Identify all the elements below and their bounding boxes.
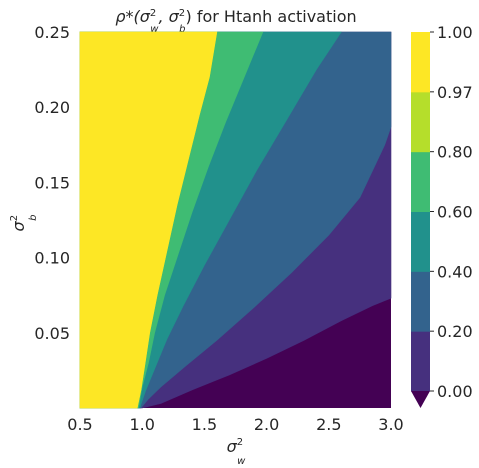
y-tick-label: 0.05 <box>34 324 70 343</box>
x-tick-label: 2.5 <box>316 415 341 434</box>
colorbar-tick-label: 0.00 <box>437 382 473 401</box>
title-part: b <box>179 24 185 35</box>
y-axis-label-part: 2 <box>9 215 20 221</box>
x-axis-label-part: w <box>237 456 246 467</box>
colorbar-segment <box>411 91 430 153</box>
y-axis-label-part: b <box>28 215 39 221</box>
y-axis-ticks: 0.05 0.10 0.15 0.20 0.25 <box>34 23 70 343</box>
title-part: , σ <box>158 7 179 26</box>
title-part: 2 <box>150 8 156 19</box>
y-tick-label: 0.10 <box>34 249 70 268</box>
colorbar-segment <box>411 151 430 212</box>
plot-area <box>79 31 392 409</box>
x-tick-label: 1.5 <box>192 415 217 434</box>
contour-fills <box>79 31 392 409</box>
y-axis-label: σ2 b <box>9 215 39 232</box>
x-tick-label: 2.0 <box>254 415 279 434</box>
y-tick-label: 0.25 <box>34 23 70 42</box>
colorbar-ticks: 0.00 0.20 0.40 0.60 0.80 0.97 1.00 <box>430 23 473 401</box>
colorbar-tick-label: 0.60 <box>437 203 473 222</box>
contour-region <box>79 31 218 409</box>
title-part: ρ*(σ <box>115 7 150 26</box>
colorbar-tick-label: 0.97 <box>437 83 473 102</box>
colorbar-segment <box>411 331 430 392</box>
colorbar-segment <box>411 211 430 272</box>
x-axis-label-part: 2 <box>237 437 243 448</box>
title-part: w <box>150 24 159 35</box>
colorbar-tick-label: 0.80 <box>437 143 473 162</box>
x-tick-label: 3.0 <box>378 415 403 434</box>
x-tick-label: 0.5 <box>67 415 92 434</box>
colorbar-tick-label: 0.40 <box>437 262 473 281</box>
x-axis-label-part: σ <box>227 437 238 456</box>
y-tick-label: 0.15 <box>34 173 70 192</box>
title-part: 2 <box>179 8 185 19</box>
x-axis-ticks: 0.5 1.0 1.5 2.0 2.5 3.0 <box>67 415 403 434</box>
chart-title: ρ*(σ2 w, σ2 b) for Htanh activation <box>115 7 356 35</box>
colorbar-segment <box>411 32 430 93</box>
colorbar-segment <box>411 271 430 332</box>
colorbar-tick-label: 1.00 <box>437 23 473 42</box>
colorbar <box>411 32 430 408</box>
x-axis-label: σ2 w <box>227 437 247 467</box>
y-axis-label-part: σ <box>9 220 28 231</box>
colorbar-tick-label: 0.20 <box>437 322 473 341</box>
colorbar-extend-triangle <box>411 391 430 408</box>
y-tick-label: 0.20 <box>34 98 70 117</box>
title-part: ) for Htanh activation <box>186 7 357 26</box>
x-tick-label: 1.0 <box>129 415 154 434</box>
